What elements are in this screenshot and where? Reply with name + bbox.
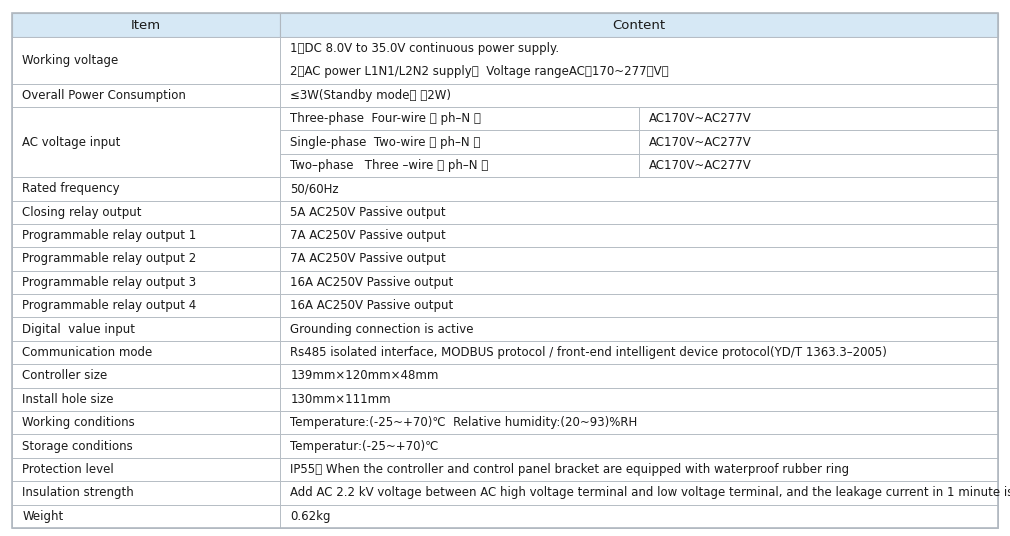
Bar [280,504,998,528]
Text: Closing relay output: Closing relay output [22,206,141,219]
Bar [280,130,639,154]
Bar [12,458,280,481]
Text: Add AC 2.2 kV voltage between AC high voltage terminal and low voltage terminal,: Add AC 2.2 kV voltage between AC high vo… [290,486,1010,500]
Text: Controller size: Controller size [22,369,107,382]
Bar [280,294,998,317]
Bar [639,154,998,177]
Bar [280,434,998,458]
Text: 16A AC250V Passive output: 16A AC250V Passive output [290,299,453,312]
Text: Temperature:(-25~+70)℃  Relative humidity:(20~93)%RH: Temperature:(-25~+70)℃ Relative humidity… [290,416,637,429]
Bar [12,434,280,458]
Bar [12,247,280,271]
Bar [12,84,280,107]
Bar [12,504,280,528]
Bar [639,107,998,130]
Bar [12,13,280,37]
Bar [639,130,998,154]
Bar [280,341,998,364]
Text: ≤3W(Standby mode： ＜2W): ≤3W(Standby mode： ＜2W) [290,89,451,102]
Bar [12,107,280,177]
Text: Insulation strength: Insulation strength [22,486,134,500]
Text: AC170V~AC277V: AC170V~AC277V [649,159,751,172]
Bar [12,271,280,294]
Bar [280,37,998,84]
Text: Rated frequency: Rated frequency [22,182,120,195]
Text: 1、DC 8.0V to 35.0V continuous power supply.: 1、DC 8.0V to 35.0V continuous power supp… [290,42,560,55]
Bar [280,481,998,504]
Bar [12,481,280,504]
Text: Grounding connection is active: Grounding connection is active [290,323,474,336]
Text: Weight: Weight [22,510,64,523]
Bar [280,177,998,200]
Text: Three-phase  Four-wire （ ph–N ）: Three-phase Four-wire （ ph–N ） [290,112,481,125]
Text: 7A AC250V Passive output: 7A AC250V Passive output [290,252,446,265]
Bar [12,224,280,247]
Text: Rs485 isolated interface, MODBUS protocol / front-end intelligent device protoco: Rs485 isolated interface, MODBUS protoco… [290,346,887,359]
Text: Programmable relay output 1: Programmable relay output 1 [22,229,197,242]
Bar [12,388,280,411]
Bar [280,317,998,341]
Text: Single-phase  Two-wire （ ph–N ）: Single-phase Two-wire （ ph–N ） [290,136,481,148]
Bar [280,107,639,130]
Bar [12,341,280,364]
Text: 7A AC250V Passive output: 7A AC250V Passive output [290,229,446,242]
Text: Working conditions: Working conditions [22,416,135,429]
Text: 16A AC250V Passive output: 16A AC250V Passive output [290,276,453,289]
Bar [12,200,280,224]
Text: 50/60Hz: 50/60Hz [290,182,339,195]
Text: Two–phase   Three –wire （ ph–N ）: Two–phase Three –wire （ ph–N ） [290,159,489,172]
Bar [280,13,998,37]
Text: Communication mode: Communication mode [22,346,153,359]
Text: Item: Item [131,19,162,32]
Bar [12,294,280,317]
Bar [280,388,998,411]
Text: Digital  value input: Digital value input [22,323,135,336]
Bar [280,364,998,388]
Bar [12,317,280,341]
Text: Temperatur:(-25~+70)℃: Temperatur:(-25~+70)℃ [290,440,438,452]
Bar [12,364,280,388]
Text: 130mm×111mm: 130mm×111mm [290,393,391,406]
Text: Protection level: Protection level [22,463,114,476]
Bar [12,177,280,200]
Text: AC voltage input: AC voltage input [22,136,120,148]
Bar [280,154,639,177]
Text: Programmable relay output 4: Programmable relay output 4 [22,299,197,312]
Text: Storage conditions: Storage conditions [22,440,133,452]
Bar [280,200,998,224]
Text: Content: Content [612,19,666,32]
Bar [280,224,998,247]
Text: Programmable relay output 3: Programmable relay output 3 [22,276,196,289]
Bar [280,271,998,294]
Bar [280,411,998,434]
Bar [280,247,998,271]
Text: Working voltage: Working voltage [22,54,118,66]
Text: 139mm×120mm×48mm: 139mm×120mm×48mm [290,369,438,382]
Bar [12,37,280,84]
Text: AC170V~AC277V: AC170V~AC277V [649,112,751,125]
Text: 5A AC250V Passive output: 5A AC250V Passive output [290,206,446,219]
Text: 2、AC power L1N1/L2N2 supply，  Voltage rangeAC（170~277）V．: 2、AC power L1N1/L2N2 supply， Voltage ran… [290,65,669,78]
Text: AC170V~AC277V: AC170V~AC277V [649,136,751,148]
Text: Overall Power Consumption: Overall Power Consumption [22,89,186,102]
Bar [280,458,998,481]
Text: Install hole size: Install hole size [22,393,114,406]
Text: Programmable relay output 2: Programmable relay output 2 [22,252,197,265]
Bar [12,411,280,434]
Text: IP55； When the controller and control panel bracket are equipped with waterproof: IP55； When the controller and control pa… [290,463,849,476]
Bar [280,84,998,107]
Text: 0.62kg: 0.62kg [290,510,331,523]
